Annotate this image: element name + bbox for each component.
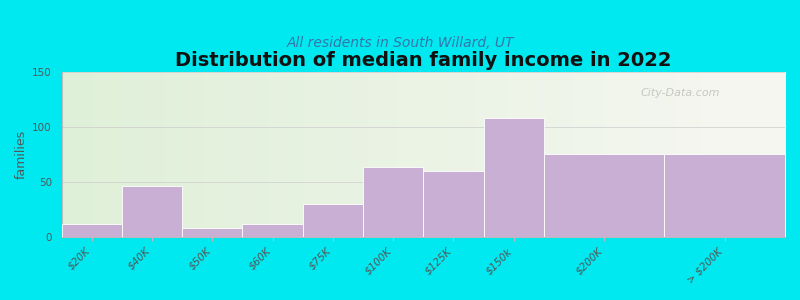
Bar [302,204,363,237]
Title: Distribution of median family income in 2022: Distribution of median family income in … [175,51,671,70]
Bar [62,224,122,237]
Bar [363,167,423,237]
Bar [242,224,302,237]
Y-axis label: families: families [15,130,28,179]
Bar [665,154,785,237]
Bar [544,154,665,237]
Bar [423,171,483,237]
Bar [122,186,182,237]
Bar [182,228,242,237]
Text: City-Data.com: City-Data.com [640,88,720,98]
Text: All residents in South Willard, UT: All residents in South Willard, UT [286,36,514,50]
Bar [483,118,544,237]
